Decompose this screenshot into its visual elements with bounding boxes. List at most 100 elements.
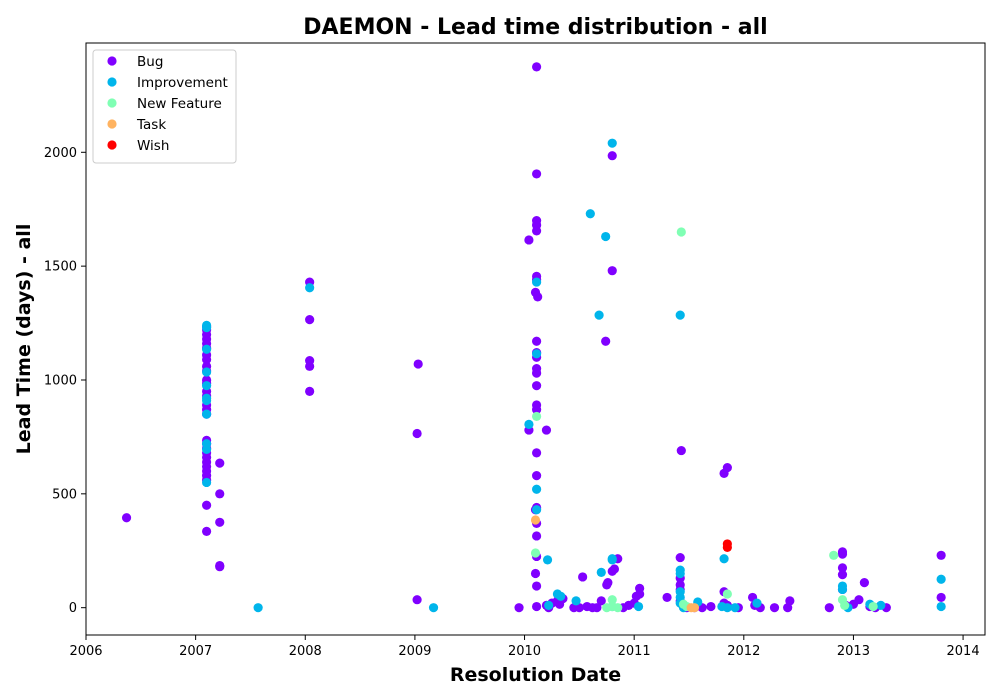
point-bug [532, 601, 542, 612]
point-bug [532, 448, 542, 458]
point-bug [215, 517, 225, 527]
point-new-feature [530, 548, 541, 558]
point-new-feature [829, 550, 839, 560]
point-improvement [202, 344, 212, 354]
legend-label: Wish [137, 138, 169, 154]
x-tick-label: 2008 [289, 644, 322, 659]
point-bug [305, 315, 315, 325]
legend-marker [107, 77, 117, 87]
point-improvement [837, 584, 848, 595]
point-bug [215, 458, 225, 468]
x-tick-label: 2007 [179, 644, 212, 659]
point-new-feature [676, 227, 686, 237]
point-bug [635, 589, 645, 599]
legend-label: Bug [137, 54, 163, 70]
point-new-feature [613, 603, 623, 613]
point-improvement [202, 409, 212, 419]
point-bug [662, 592, 672, 603]
point-bug [936, 592, 946, 603]
point-bug [676, 445, 686, 456]
point-improvement [876, 600, 886, 611]
point-bug [596, 596, 606, 606]
y-tick-label: 0 [69, 601, 77, 616]
point-improvement [936, 601, 946, 612]
point-improvement [936, 574, 946, 584]
point-bug [574, 603, 584, 613]
point-wish [722, 542, 732, 552]
point-task [689, 603, 700, 613]
point-improvement [594, 310, 604, 320]
point-improvement [524, 419, 534, 429]
point-improvement [633, 601, 644, 612]
point-improvement [542, 555, 553, 565]
point-bug [532, 62, 542, 72]
data-points [121, 62, 946, 613]
point-bug [769, 603, 780, 613]
point-new-feature [840, 600, 850, 611]
point-bug [532, 368, 542, 378]
point-improvement [532, 349, 542, 359]
legend-label: Improvement [137, 75, 228, 91]
point-bug [530, 568, 541, 579]
point-bug [532, 581, 542, 591]
point-bug [785, 596, 795, 606]
point-improvement [752, 598, 762, 608]
y-tick-label: 1500 [44, 260, 77, 275]
x-tick-label: 2013 [837, 644, 870, 659]
legend-label: New Feature [137, 96, 222, 112]
legend-marker [107, 140, 117, 150]
point-improvement [202, 381, 212, 391]
point-bug [532, 471, 542, 481]
point-improvement [596, 567, 606, 577]
x-tick-label: 2006 [69, 644, 102, 659]
legend-marker [107, 119, 117, 129]
point-bug [532, 531, 542, 541]
point-improvement [202, 477, 212, 488]
point-new-feature [532, 411, 542, 422]
point-bug [706, 601, 716, 612]
point-improvement [722, 603, 732, 613]
point-bug [202, 526, 212, 537]
point-bug [824, 603, 834, 613]
point-improvement [202, 367, 212, 377]
point-bug [532, 169, 542, 179]
point-bug [413, 359, 423, 369]
point-improvement [544, 600, 554, 611]
point-improvement [675, 310, 685, 320]
point-new-feature [607, 595, 617, 605]
point-improvement [571, 596, 581, 606]
point-improvement [532, 505, 542, 515]
y-tick-label: 1000 [44, 373, 77, 388]
point-bug [722, 463, 732, 473]
point-bug [859, 578, 870, 588]
point-bug [675, 552, 685, 563]
point-improvement [719, 554, 729, 564]
point-bug [578, 572, 588, 582]
point-bug [532, 226, 542, 236]
point-improvement [253, 603, 263, 613]
point-bug [601, 336, 611, 346]
point-bug [412, 428, 422, 439]
x-axis-label: Resolution Date [450, 664, 621, 686]
point-bug [305, 386, 315, 396]
y-tick-label: 500 [52, 487, 77, 502]
point-improvement [202, 395, 212, 406]
point-bug [121, 513, 132, 523]
point-bug [412, 595, 422, 605]
point-new-feature [602, 603, 612, 613]
point-bug [305, 361, 315, 371]
point-bug [532, 336, 542, 346]
legend-marker [107, 98, 117, 108]
point-improvement [607, 555, 617, 565]
point-improvement [428, 603, 439, 613]
point-bug [837, 549, 848, 559]
point-bug [202, 500, 212, 510]
point-improvement [556, 591, 566, 601]
y-axis-label: Lead Time (days) - all [13, 224, 35, 455]
legend-marker [107, 56, 117, 66]
point-improvement [532, 484, 542, 494]
point-bug [609, 564, 620, 574]
point-task [530, 515, 541, 525]
point-bug [532, 381, 542, 391]
x-tick-label: 2011 [618, 644, 651, 659]
